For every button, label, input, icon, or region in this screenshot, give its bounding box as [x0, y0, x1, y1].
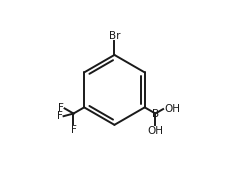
Text: OH: OH	[147, 126, 163, 136]
Text: Br: Br	[109, 31, 120, 41]
Text: OH: OH	[165, 104, 180, 114]
Text: F: F	[58, 103, 64, 113]
Text: F: F	[71, 125, 77, 135]
Text: F: F	[57, 111, 63, 121]
Text: B: B	[152, 109, 159, 119]
